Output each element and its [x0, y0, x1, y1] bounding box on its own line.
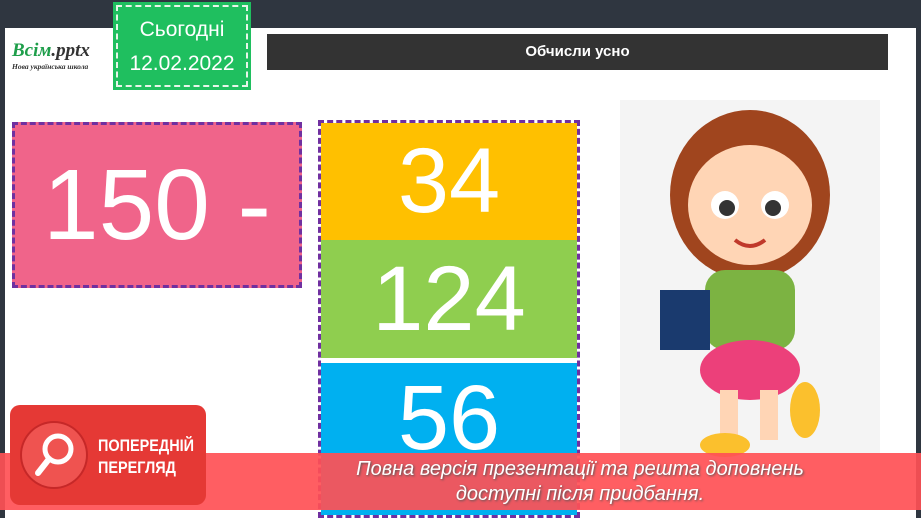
banner-line-1: Повна версія презентації та решта доповн… [356, 458, 804, 480]
date-value: 12.02.2022 [129, 52, 235, 75]
expression-box: 150 - [12, 122, 302, 288]
logo-tagline: Нова українська школа [12, 62, 89, 71]
girl-illustration [620, 100, 880, 470]
date-label: Сьогодні [139, 18, 225, 41]
logo-brand: Всім [12, 40, 52, 61]
logo: Всім.pptx Нова українська школа [12, 40, 112, 71]
preview-line-2: ПЕРЕГЛЯД [98, 458, 176, 477]
option-34[interactable]: 34 [321, 123, 577, 240]
date-badge: Сьогодні 12.02.2022 [113, 2, 251, 90]
page-title: Обчисли усно [267, 34, 888, 70]
preview-badge[interactable]: ПОПЕРЕДНІЙ ПЕРЕГЛЯД [10, 405, 206, 505]
preview-line-1: ПОПЕРЕДНІЙ [98, 436, 195, 455]
option-124[interactable]: 124 [321, 240, 577, 358]
logo-ext: .pptx [51, 40, 90, 61]
magnifier-icon [22, 423, 86, 487]
banner-line-2: доступні після придбання. [455, 483, 705, 505]
